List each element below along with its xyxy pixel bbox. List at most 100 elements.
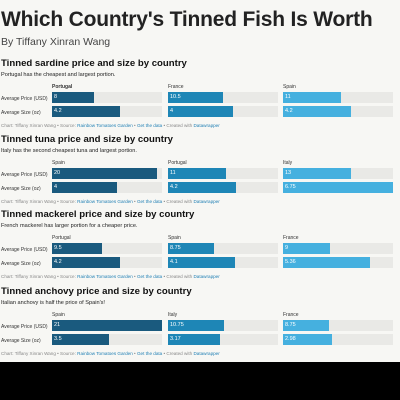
footer-credit-text: Chart: Tiffany Xinran Wang • Source: xyxy=(1,274,78,279)
chart-description: Portugal has the cheapest and largest po… xyxy=(1,72,116,78)
size-bar: 4.2 xyxy=(283,106,351,117)
country-label: Italy xyxy=(283,160,293,166)
source-link[interactable]: Rainbow Tomatoes Garden xyxy=(77,274,133,279)
country-label: Spain xyxy=(283,84,296,90)
price-value-label: 11 xyxy=(285,94,291,100)
footer-created-text: • Created with xyxy=(162,274,194,279)
country-label: Portugal xyxy=(52,235,71,241)
chart-footer: Chart: Tiffany Xinran Wang • Source: Rai… xyxy=(1,199,220,204)
footer-credit-text: Chart: Tiffany Xinran Wang • Source: xyxy=(1,199,78,204)
price-bar: 13 xyxy=(283,168,351,179)
chart-section: Tinned anchovy price and size by country… xyxy=(0,286,400,362)
footer-separator: • xyxy=(132,199,137,204)
price-bar-track: 8.75 xyxy=(168,243,278,254)
price-bar: 8.75 xyxy=(283,320,329,331)
chart-footer: Chart: Tiffany Xinran Wang • Source: Rai… xyxy=(1,274,220,279)
price-bar-track: 8 xyxy=(52,92,162,103)
size-bar: 6.75 xyxy=(283,182,393,193)
row-label-price: Average Price (USD) xyxy=(1,324,48,330)
size-value-label: 5.36 xyxy=(285,259,296,265)
size-value-label: 6.75 xyxy=(285,184,296,190)
page-title: Which Country's Tinned Fish Is Worth xyxy=(1,8,373,31)
size-bar: 2.98 xyxy=(283,334,332,345)
size-bar-track: 4.2 xyxy=(168,182,278,193)
row-label-size: Average Size (oz) xyxy=(1,338,41,344)
price-bar-track: 21 xyxy=(52,320,162,331)
country-column: Portugal 11 4.2 xyxy=(168,160,278,200)
source-link[interactable]: Rainbow Tomatoes Garden xyxy=(77,123,133,128)
price-bar: 8 xyxy=(52,92,94,103)
country-column: France 9 5.36 xyxy=(283,235,393,275)
country-column: Spain 8.75 4.1 xyxy=(168,235,278,275)
get-the-data-link[interactable]: Get the data xyxy=(136,199,163,204)
price-bar: 10.5 xyxy=(168,92,223,103)
row-label-size: Average Size (oz) xyxy=(1,261,41,267)
price-bar: 21 xyxy=(52,320,162,331)
size-bar: 4.2 xyxy=(52,257,120,268)
price-value-label: 8 xyxy=(54,94,58,100)
price-bar-track: 11 xyxy=(283,92,393,103)
country-label: France xyxy=(283,235,299,241)
price-bar-track: 20 xyxy=(52,168,162,179)
chart-section: Tinned mackerel price and size by countr… xyxy=(0,209,400,285)
get-the-data-link[interactable]: Get the data xyxy=(136,274,163,279)
country-label: Spain xyxy=(168,235,181,241)
chart-description: French mackerel has larger portion for a… xyxy=(1,223,138,229)
country-column: Spain 20 4 xyxy=(52,160,162,200)
size-value-label: 4 xyxy=(54,184,58,190)
size-bar-track: 4.2 xyxy=(283,106,393,117)
get-the-data-link[interactable]: Get the data xyxy=(136,123,163,128)
price-value-label: 9.5 xyxy=(54,245,62,251)
size-bar-track: 3.17 xyxy=(168,334,278,345)
chart-footer: Chart: Tiffany Xinran Wang • Source: Rai… xyxy=(1,123,220,128)
size-value-label: 4.2 xyxy=(170,184,178,190)
footer-separator: • xyxy=(132,123,137,128)
row-label-size: Average Size (oz) xyxy=(1,186,41,192)
size-bar: 3.17 xyxy=(168,334,220,345)
datawrapper-link[interactable]: Datawrapper xyxy=(193,351,220,356)
source-link[interactable]: Rainbow Tomatoes Garden xyxy=(77,199,133,204)
datawrapper-link[interactable]: Datawrapper xyxy=(193,199,220,204)
size-bar: 4 xyxy=(52,182,117,193)
chart-description: Italy has the second cheapest tuna and l… xyxy=(1,148,137,154)
price-bar-track: 9 xyxy=(283,243,393,254)
footer-separator: • xyxy=(132,351,137,356)
country-column: Spain 21 3.5 xyxy=(52,312,162,352)
size-bar-track: 2.98 xyxy=(283,334,393,345)
size-bar: 4.2 xyxy=(52,106,120,117)
size-value-label: 4.2 xyxy=(54,259,62,265)
price-bar-track: 10.5 xyxy=(168,92,278,103)
size-bar: 5.36 xyxy=(283,257,370,268)
country-label: France xyxy=(168,84,184,90)
country-label: Portugal xyxy=(168,160,187,166)
chart-title: Tinned anchovy price and size by country xyxy=(1,286,192,297)
chart-section: Tinned tuna price and size by country Ita… xyxy=(0,134,400,210)
get-the-data-link[interactable]: Get the data xyxy=(136,351,163,356)
source-link[interactable]: Rainbow Tomatoes Garden xyxy=(77,351,133,356)
chart-title: Tinned tuna price and size by country xyxy=(1,134,174,145)
footer-created-text: • Created with xyxy=(162,123,194,128)
chart-description: Italian anchovy is half the price of Spa… xyxy=(1,300,105,306)
size-value-label: 4.1 xyxy=(170,259,178,265)
price-value-label: 21 xyxy=(54,322,61,328)
size-bar: 3.5 xyxy=(52,334,109,345)
country-label: Spain xyxy=(52,160,65,166)
datawrapper-link[interactable]: Datawrapper xyxy=(193,274,220,279)
row-label-price: Average Price (USD) xyxy=(1,172,48,178)
price-value-label: 10.5 xyxy=(170,94,181,100)
size-bar-track: 5.36 xyxy=(283,257,393,268)
price-value-label: 20 xyxy=(54,170,61,176)
footer-separator: • xyxy=(132,274,137,279)
size-value-label: 3.5 xyxy=(54,336,62,342)
size-value-label: 4.2 xyxy=(285,108,293,114)
price-bar: 9.5 xyxy=(52,243,102,254)
price-bar-track: 9.5 xyxy=(52,243,162,254)
price-bar: 11 xyxy=(283,92,341,103)
country-column: Portugal 8 4.2 xyxy=(52,84,162,124)
price-bar: 11 xyxy=(168,168,226,179)
price-value-label: 13 xyxy=(285,170,292,176)
datawrapper-link[interactable]: Datawrapper xyxy=(193,123,220,128)
article-page: Which Country's Tinned Fish Is Worth By … xyxy=(0,0,400,362)
row-label-price: Average Price (USD) xyxy=(1,247,48,253)
size-bar: 4.1 xyxy=(168,257,235,268)
